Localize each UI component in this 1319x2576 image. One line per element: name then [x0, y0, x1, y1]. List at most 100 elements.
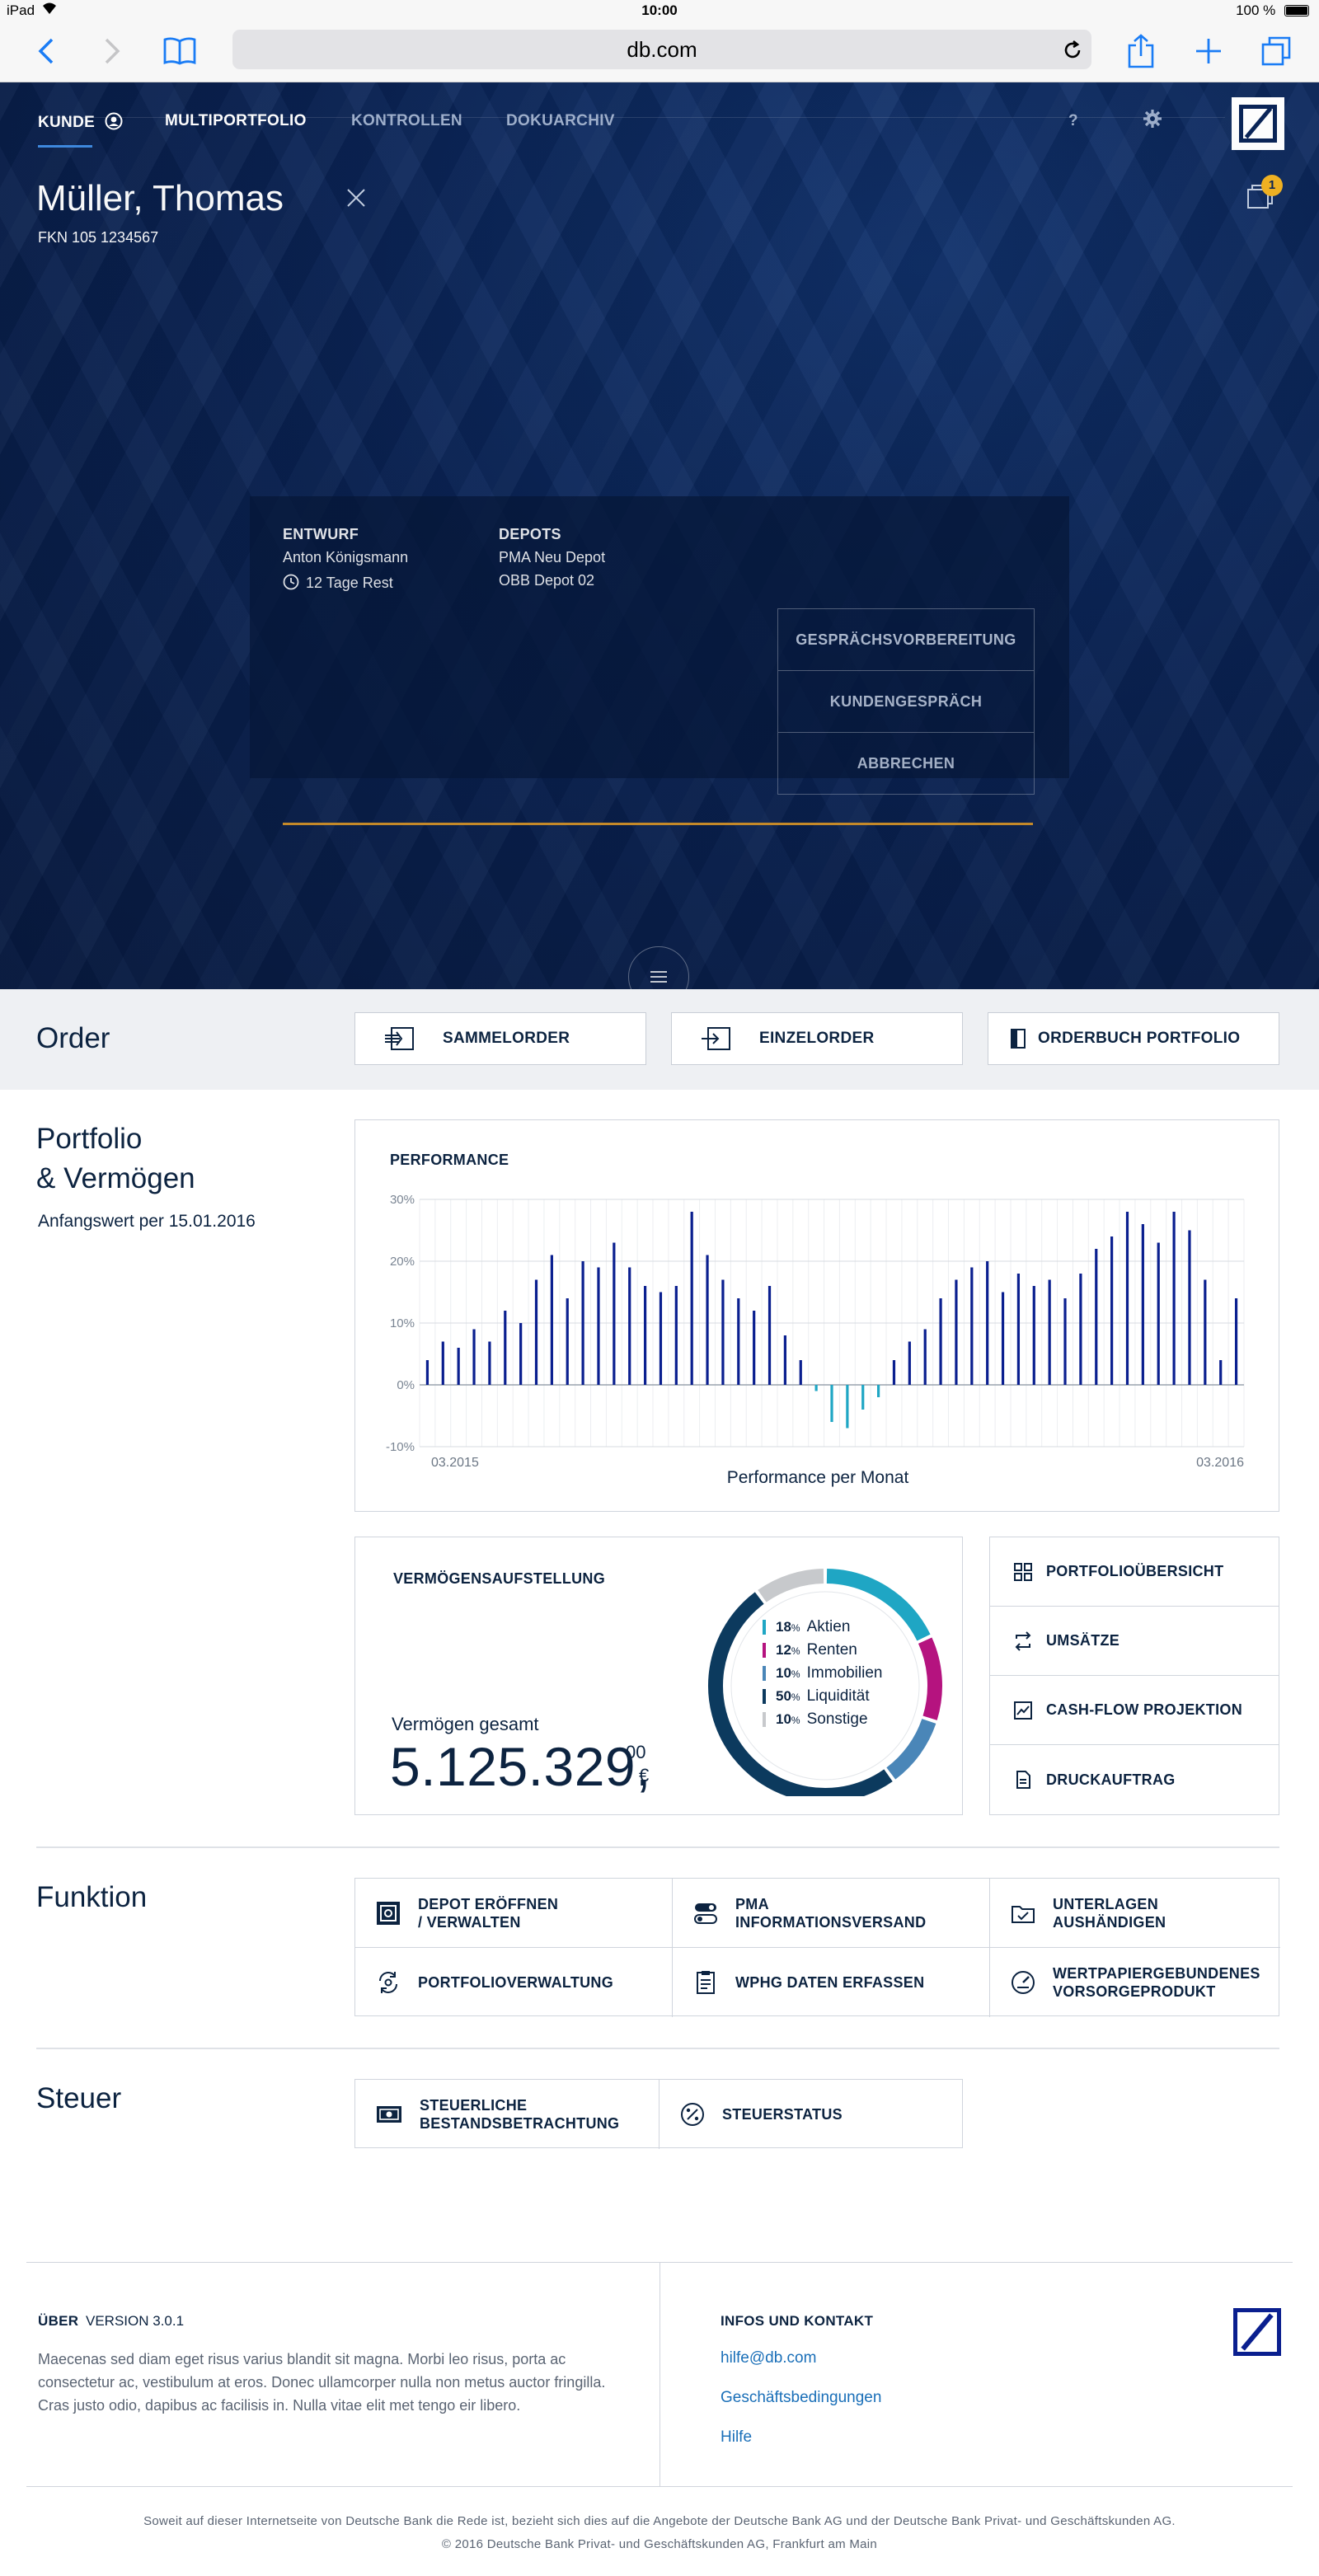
legend-percent-group: 10% [776, 1665, 800, 1682]
druckauftrag-button[interactable]: DRUCKAUFTRAG [990, 1745, 1279, 1814]
steuerstatus-tile[interactable]: STEUERSTATUS [660, 2080, 964, 2149]
kundengespraech-button[interactable]: KUNDENGESPRÄCH [778, 671, 1034, 733]
copyright: © 2016 Deutsche Bank Privat- und Geschäf… [441, 2537, 878, 2551]
performance-bar [721, 1279, 725, 1385]
legend-name: Aktien [806, 1618, 851, 1635]
nav-dokuarchiv[interactable]: DOKUARCHIV [506, 112, 615, 129]
performance-bar [613, 1242, 616, 1385]
contact-email-link[interactable]: hilfe@db.com [721, 2349, 817, 2367]
user-circle-icon [105, 112, 123, 131]
help-link[interactable]: Hilfe [721, 2428, 753, 2446]
legend-percent: 18 [776, 1619, 791, 1635]
portfolio-title: Portfolio & Vermögen [36, 1119, 195, 1199]
portfoliouebersicht-button[interactable]: PORTFOLIOÜBERSICHT [990, 1537, 1279, 1607]
wealth-title: VERMÖGENSAUFSTELLUNG [393, 1570, 606, 1587]
vorsorgeprodukt-tile[interactable]: WERTPAPIERGEBUNDENES VORSORGEPRODUKT [990, 1948, 1280, 2017]
abbrechen-button[interactable]: ABBRECHEN [857, 755, 955, 772]
deutsche-bank-footer-logo [1233, 2308, 1281, 2356]
document-icon [1016, 1771, 1030, 1789]
performance-bar [581, 1261, 584, 1385]
about-text: Maecenas sed diam eget risus varius blan… [38, 2351, 606, 2414]
gear-icon [1143, 110, 1162, 128]
back-icon[interactable] [28, 33, 64, 69]
legend-percent-symbol: % [791, 1645, 800, 1657]
performance-bar [986, 1261, 989, 1385]
close-customer-icon[interactable] [345, 186, 368, 209]
clock: 10:00 [641, 2, 678, 18]
refresh-gear-icon [379, 1972, 397, 1993]
portfolioverwaltung-tile[interactable]: PORTFOLIOVERWALTUNG [355, 1948, 673, 2017]
bookmarks-icon[interactable] [162, 33, 198, 69]
legend-percent-symbol: % [791, 1715, 800, 1726]
x-end-label: 03.2016 [1196, 1456, 1244, 1470]
orderbuch-button[interactable]: ORDERBUCH PORTFOLIO [988, 1012, 1279, 1065]
einzelorder-button[interactable]: EINZELORDER [671, 1012, 963, 1065]
performance-bar [799, 1360, 802, 1385]
performance-bar [814, 1385, 818, 1391]
wealth-total-value: 5.125.329, [390, 1736, 651, 1797]
performance-bar [861, 1385, 865, 1410]
portfolio-subtitle: Anfangswert per 15.01.2016 [38, 1212, 256, 1231]
help-icon: ? [1068, 112, 1078, 129]
cashflow-projektion-button[interactable]: CASH-FLOW PROJEKTION [990, 1676, 1279, 1745]
performance-bar [846, 1385, 849, 1429]
allocation-donut [707, 1569, 942, 1796]
performance-bar [519, 1323, 523, 1385]
wphg-daten-tile[interactable]: WPHG DATEN ERFASSEN [673, 1948, 990, 2017]
nav-kunde[interactable]: KUNDE [38, 112, 123, 132]
clock-icon [283, 574, 299, 590]
donut-slice-sonstige [758, 1569, 824, 1602]
ios-status-bar: iPad 10:00 100 % [0, 0, 1319, 21]
draft-label: ENTWURF [283, 526, 359, 542]
performance-bar [706, 1255, 709, 1385]
notifications-button[interactable]: 1 [1246, 175, 1283, 211]
new-tab-icon[interactable] [1190, 33, 1227, 69]
forward-icon[interactable] [94, 33, 130, 69]
reload-icon[interactable] [1062, 30, 1083, 69]
menu-button[interactable] [628, 946, 689, 989]
order-title: Order [36, 1022, 110, 1054]
unterlagen-aushaendigen-tile[interactable]: UNTERLAGEN AUSHÄNDIGEN [990, 1879, 1280, 1948]
performance-bar [643, 1286, 647, 1385]
performance-bar [955, 1279, 958, 1385]
banknote-icon [377, 2106, 401, 2123]
y-tick-label: 20% [390, 1255, 415, 1269]
sammelorder-button[interactable]: SAMMELORDER [354, 1012, 646, 1065]
performance-bar [1110, 1236, 1114, 1385]
steuerliche-bestandsbetrachtung-tile[interactable]: STEUERLICHE BESTANDSBETRACHTUNG [355, 2080, 660, 2149]
donut-slice-immobilien [886, 1718, 936, 1780]
draft-actions: GESPRÄCHSVORBEREITUNG KUNDENGESPRÄCH ABB… [777, 608, 1035, 795]
safe-icon [377, 1901, 400, 1925]
draft-remaining: 12 Tage Rest [283, 574, 393, 592]
gespraechsvorbereitung-button[interactable]: GESPRÄCHSVORBEREITUNG [778, 609, 1034, 671]
performance-bar [504, 1311, 507, 1385]
url-text: db.com [627, 37, 697, 62]
legend-item-aktien: 18% Aktien [763, 1618, 850, 1636]
performance-bar [1234, 1298, 1238, 1385]
tabs-icon[interactable] [1258, 33, 1294, 69]
legend-percent-group: 10% [776, 1711, 800, 1728]
deutsche-bank-logo[interactable] [1232, 97, 1284, 150]
performance-bar [597, 1267, 600, 1385]
umsaetze-button[interactable]: UMSÄTZE [990, 1607, 1279, 1676]
performance-bar [534, 1279, 538, 1385]
address-bar[interactable]: db.com [232, 30, 1091, 69]
terms-link[interactable]: Geschäftsbedingungen [721, 2389, 882, 2406]
help-button[interactable]: ? [1037, 112, 1078, 130]
share-icon[interactable] [1123, 33, 1159, 69]
pma-informationsversand-tile[interactable]: PMA INFORMATIONSVERSAND [673, 1879, 990, 1948]
nav-multiportfolio[interactable]: MULTIPORTFOLIO [165, 112, 307, 129]
performance-bar [1157, 1242, 1160, 1385]
wealth-total-label: Vermögen gesamt [392, 1714, 539, 1734]
draft-rest-text: 12 Tage Rest [306, 575, 393, 591]
legend-name: Liquidität [806, 1687, 870, 1705]
battery-status: 100 % [1236, 2, 1309, 19]
nav-divider [38, 117, 1225, 118]
nav-kontrollen[interactable]: KONTROLLEN [351, 112, 462, 129]
performance-bar [1172, 1212, 1176, 1385]
depot-eroeffnen-tile[interactable]: DEPOT ERÖFFNEN / VERWALTEN [355, 1879, 673, 1948]
settings-button[interactable] [1143, 109, 1162, 134]
section-divider [36, 2048, 1279, 2049]
notification-badge: 1 [1261, 175, 1283, 196]
performance-bar [1032, 1286, 1035, 1385]
